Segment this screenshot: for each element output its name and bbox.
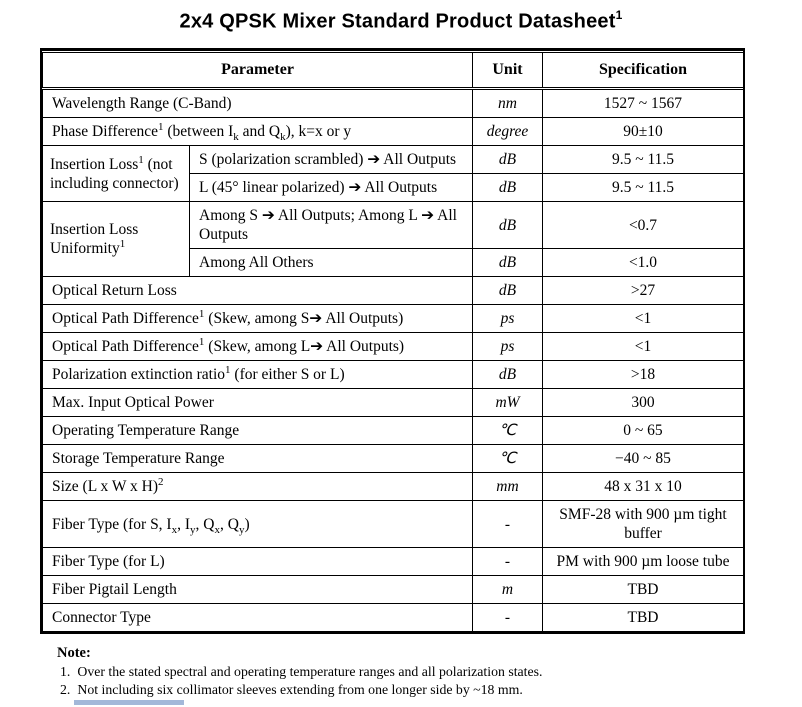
spec-cell: 300 bbox=[542, 388, 744, 417]
param-cell: Optical Path Difference1 (Skew, among S➔… bbox=[42, 304, 473, 333]
param-group-cell: Insertion Loss Uniformity1 bbox=[42, 201, 190, 277]
param-cell: Connector Type bbox=[42, 603, 473, 632]
param-sub-cell: Among S ➔ All Outputs; Among L ➔ All Out… bbox=[189, 201, 473, 249]
param-cell: Fiber Type (for S, Ix, Iy, Qx, Qy) bbox=[42, 500, 473, 548]
spec-cell: 1527 ~ 1567 bbox=[542, 88, 744, 118]
column-header-parameter: Parameter bbox=[42, 50, 473, 90]
unit-cell: mm bbox=[472, 472, 543, 501]
unit-cell: - bbox=[472, 603, 543, 632]
table-row: Polarization extinction ratio1 (for eith… bbox=[42, 360, 744, 389]
table-row: Connector Type - TBD bbox=[42, 603, 744, 632]
unit-cell: ps bbox=[472, 332, 543, 361]
unit-cell: dB bbox=[472, 173, 543, 202]
unit-cell: mW bbox=[472, 388, 543, 417]
note-number: 1. bbox=[60, 664, 71, 679]
table-row: Size (L x W x H)2 mm 48 x 31 x 10 bbox=[42, 472, 744, 501]
table-row: Fiber Type (for S, Ix, Iy, Qx, Qy) - SMF… bbox=[42, 500, 744, 548]
spec-cell: TBD bbox=[542, 575, 744, 604]
spec-cell: 9.5 ~ 11.5 bbox=[542, 173, 744, 202]
spec-cell: SMF-28 with 900 µm tight buffer bbox=[542, 500, 744, 548]
param-cell: Storage Temperature Range bbox=[42, 444, 473, 473]
note-item: 2. Not including six collimator sleeves … bbox=[60, 681, 757, 699]
table-row: Wavelength Range (C-Band) nm 1527 ~ 1567 bbox=[42, 88, 744, 118]
param-group-cell: Insertion Loss1 (not including connector… bbox=[42, 145, 190, 202]
spec-cell: >27 bbox=[542, 276, 744, 305]
table-row: Fiber Pigtail Length m TBD bbox=[42, 575, 744, 604]
page-title-superscript: 1 bbox=[615, 8, 623, 22]
param-cell: Fiber Pigtail Length bbox=[42, 575, 473, 604]
note-text: Over the stated spectral and operating t… bbox=[77, 664, 543, 679]
param-cell: Optical Path Difference1 (Skew, among L➔… bbox=[42, 332, 473, 361]
table-row: Optical Path Difference1 (Skew, among L➔… bbox=[42, 332, 744, 361]
spec-cell: −40 ~ 85 bbox=[542, 444, 744, 473]
param-sub-cell: Among All Others bbox=[189, 248, 473, 277]
spec-cell: 90±10 bbox=[542, 117, 744, 146]
note-text: Not including six collimator sleeves ext… bbox=[77, 682, 523, 697]
page-title: 2x4 QPSK Mixer Standard Product Datashee… bbox=[0, 8, 802, 34]
unit-cell: ℃ bbox=[472, 416, 543, 445]
table-row: Operating Temperature Range ℃ 0 ~ 65 bbox=[42, 416, 744, 445]
unit-cell: - bbox=[472, 547, 543, 576]
table-row: Insertion Loss1 (not including connector… bbox=[42, 145, 744, 202]
param-sub-cell: L (45° linear polarized) ➔ All Outputs bbox=[189, 173, 473, 202]
spec-cell: <1 bbox=[542, 304, 744, 333]
unit-cell: dB bbox=[472, 276, 543, 305]
param-cell: Operating Temperature Range bbox=[42, 416, 473, 445]
table-row: Optical Path Difference1 (Skew, among S➔… bbox=[42, 304, 744, 333]
unit-cell: dB bbox=[472, 360, 543, 389]
spec-cell: >18 bbox=[542, 360, 744, 389]
unit-cell: - bbox=[472, 500, 543, 548]
note-number: 2. bbox=[60, 682, 71, 697]
param-cell: Phase Difference1 (between Ik and Qk), k… bbox=[42, 117, 473, 146]
note-item: 1. Over the stated spectral and operatin… bbox=[60, 663, 757, 681]
spec-cell: <0.7 bbox=[542, 201, 744, 249]
notes-label: Note: bbox=[57, 645, 91, 661]
unit-cell: degree bbox=[472, 117, 543, 146]
column-header-unit: Unit bbox=[472, 50, 543, 90]
param-cell: Optical Return Loss bbox=[42, 276, 473, 305]
datasheet-table: Parameter Unit Specification Wavelength … bbox=[40, 48, 745, 634]
param-cell: Max. Input Optical Power bbox=[42, 388, 473, 417]
table-row: Phase Difference1 (between Ik and Qk), k… bbox=[42, 117, 744, 146]
spec-cell: PM with 900 µm loose tube bbox=[542, 547, 744, 576]
table-row: Storage Temperature Range ℃ −40 ~ 85 bbox=[42, 444, 744, 473]
spec-cell: 48 x 31 x 10 bbox=[542, 472, 744, 501]
unit-cell: ℃ bbox=[472, 444, 543, 473]
spec-cell: 9.5 ~ 11.5 bbox=[542, 145, 744, 174]
header-row: Parameter Unit Specification bbox=[42, 50, 744, 90]
param-cell: Polarization extinction ratio1 (for eith… bbox=[42, 360, 473, 389]
unit-cell: dB bbox=[472, 201, 543, 249]
page-title-text: 2x4 QPSK Mixer Standard Product Datashee… bbox=[179, 10, 616, 33]
param-cell: Size (L x W x H)2 bbox=[42, 472, 473, 501]
param-cell: Fiber Type (for L) bbox=[42, 547, 473, 576]
unit-cell: m bbox=[472, 575, 543, 604]
unit-cell: nm bbox=[472, 88, 543, 118]
param-cell: Wavelength Range (C-Band) bbox=[42, 88, 473, 118]
notes-section: Note: 1. Over the stated spectral and op… bbox=[57, 645, 757, 699]
spec-cell: <1 bbox=[542, 332, 744, 361]
table-row: Optical Return Loss dB >27 bbox=[42, 276, 744, 305]
spec-cell: 0 ~ 65 bbox=[542, 416, 744, 445]
unit-cell: dB bbox=[472, 145, 543, 174]
spec-cell: <1.0 bbox=[542, 248, 744, 277]
unit-cell: dB bbox=[472, 248, 543, 277]
table-row: Max. Input Optical Power mW 300 bbox=[42, 388, 744, 417]
spec-cell: TBD bbox=[542, 603, 744, 632]
table-row: Insertion Loss Uniformity1 Among S ➔ All… bbox=[42, 201, 744, 277]
unit-cell: ps bbox=[472, 304, 543, 333]
table-row: Fiber Type (for L) - PM with 900 µm loos… bbox=[42, 547, 744, 576]
table-row: Among All Others dB <1.0 bbox=[43, 248, 744, 277]
param-sub-cell: S (polarization scrambled) ➔ All Outputs bbox=[189, 145, 473, 174]
footer-highlight-bar bbox=[74, 700, 184, 705]
table-row: L (45° linear polarized) ➔ All Outputs d… bbox=[43, 173, 744, 202]
column-header-specification: Specification bbox=[542, 50, 744, 90]
